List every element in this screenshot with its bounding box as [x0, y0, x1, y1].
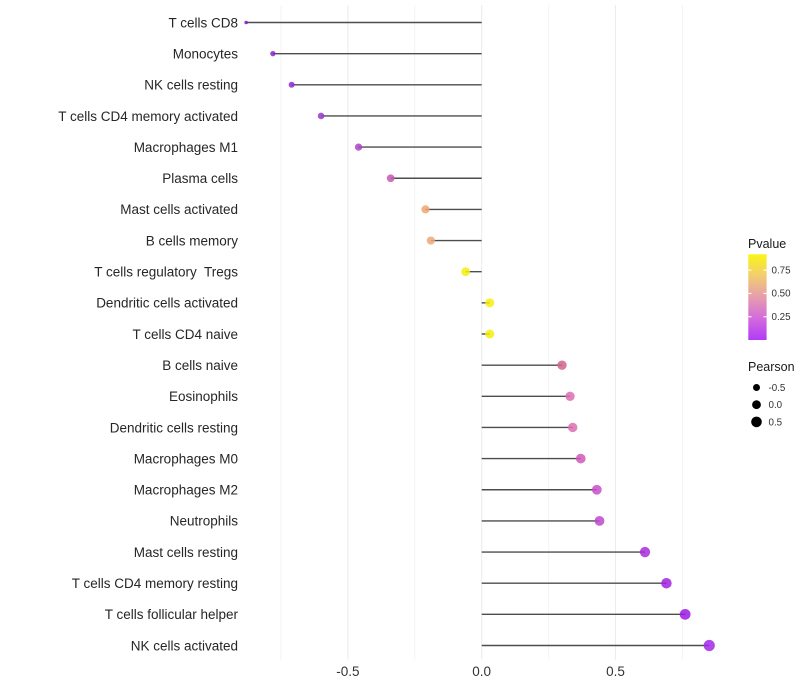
category-label: Monocytes: [173, 46, 239, 61]
category-label: Mast cells resting: [134, 545, 238, 560]
pvalue-legend-title: Pvalue: [748, 237, 786, 251]
pearson-size-label: -0.5: [769, 383, 786, 394]
category-label: Dendritic cells resting: [110, 420, 238, 435]
lollipop-dot: [575, 453, 586, 464]
category-label: Macrophages M2: [134, 483, 238, 498]
pvalue-tick-mark: [748, 316, 752, 318]
lollipop-dot: [317, 112, 325, 120]
pvalue-color-legend: Pvalue 0.75 0.50 0.25: [748, 237, 791, 340]
lollipop-dot: [594, 516, 605, 526]
pearson-size-dot: [752, 400, 761, 410]
category-label: Dendritic cells activated: [96, 296, 238, 311]
category-label: T cells CD8: [168, 15, 238, 30]
category-label: Mast cells activated: [120, 202, 238, 217]
x-tick-label: 0.0: [472, 664, 491, 679]
pvalue-tick-mark: [763, 292, 767, 295]
category-label: NK cells activated: [131, 638, 238, 653]
lollipop-dots: [244, 20, 715, 652]
pvalue-tick-mark: [763, 316, 767, 318]
lollipop-dot: [639, 546, 651, 558]
x-tick-label: 0.5: [606, 664, 625, 679]
pearson-legend-items: -0.5 0.0 0.5: [751, 383, 786, 428]
lollipop-dot: [485, 298, 495, 308]
lollipop-dot: [421, 205, 430, 214]
lollipop-dot: [426, 236, 435, 245]
pvalue-legend-ticks: 0.75 0.50 0.25: [748, 265, 791, 323]
pvalue-gradient-bar: [748, 254, 767, 340]
category-label: T cells CD4 memory activated: [58, 109, 238, 124]
pearson-legend-title: Pearson: [748, 360, 795, 374]
pvalue-tick-label: 0.50: [772, 289, 792, 300]
lollipop-dot: [703, 639, 715, 652]
pearson-size-dot: [751, 416, 762, 428]
pearson-size-legend: Pearson -0.5 0.0 0.5: [748, 360, 795, 428]
lollipop-dot: [557, 360, 567, 370]
category-label: T cells regulatory Tregs: [94, 265, 238, 280]
category-label: T cells follicular helper: [105, 607, 239, 622]
category-label: T cells CD4 naive: [132, 327, 238, 342]
category-label: Plasma cells: [162, 171, 238, 186]
lollipop-stems: [246, 21, 710, 647]
pvalue-tick-mark: [748, 292, 752, 295]
x-axis-tick-labels: -0.5 0.0 0.5: [336, 664, 625, 679]
pearson-size-label: 0.0: [769, 400, 783, 411]
category-label: B cells memory: [146, 233, 239, 248]
category-label: Neutrophils: [170, 514, 239, 529]
category-label: Macrophages M1: [134, 140, 238, 155]
lollipop-dot: [661, 577, 672, 589]
lollipop-dot: [485, 329, 495, 339]
pvalue-tick-mark: [748, 269, 752, 271]
lollipop-dot: [679, 608, 691, 620]
category-label: Eosinophils: [169, 389, 238, 404]
lollipop-dot: [354, 143, 363, 151]
lollipop-dot: [461, 267, 471, 277]
lollipop-dot: [565, 391, 575, 401]
pvalue-tick-label: 0.75: [772, 265, 792, 276]
category-label: B cells naive: [162, 358, 238, 373]
category-label: NK cells resting: [144, 78, 238, 93]
pvalue-tick-mark: [763, 269, 767, 271]
category-label: Macrophages M0: [134, 451, 238, 466]
x-tick-label: -0.5: [336, 664, 359, 679]
pvalue-tick-label: 0.25: [772, 312, 792, 323]
lollipop-dot: [591, 484, 602, 495]
pearson-size-label: 0.5: [769, 417, 783, 428]
gridlines: [280, 5, 683, 660]
category-labels: T cells CD8 Monocytes NK cells resting T ce…: [58, 15, 238, 653]
lollipop-dot: [270, 50, 276, 57]
lollipop-dot: [568, 422, 578, 433]
lollipop-dot: [288, 81, 295, 88]
lollipop-dot: [386, 174, 395, 183]
category-label: T cells CD4 memory resting: [72, 576, 238, 591]
pearson-size-dot: [753, 384, 760, 391]
lollipop-dot: [244, 20, 248, 25]
